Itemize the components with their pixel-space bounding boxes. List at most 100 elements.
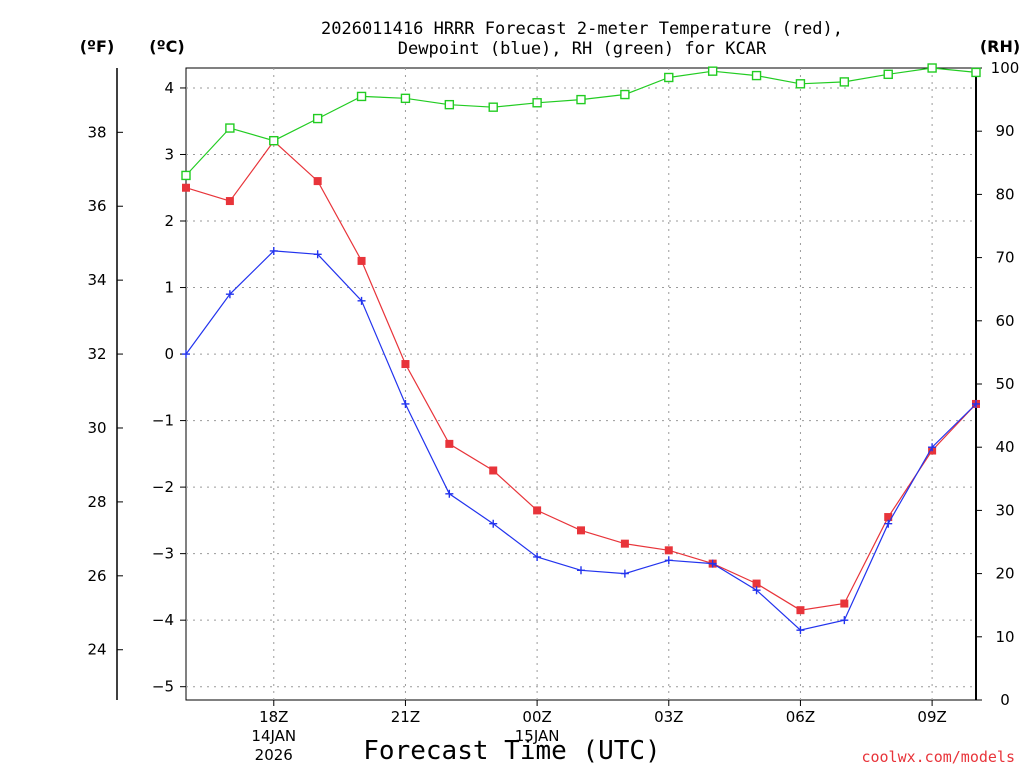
fahrenheit-tick-label: 34	[87, 271, 106, 289]
dewpoint-point	[972, 399, 980, 408]
dewpoint-point	[489, 519, 498, 528]
rh-point	[532, 98, 542, 108]
fahrenheit-tick-label: 32	[87, 345, 106, 363]
dewpoint-point	[445, 489, 454, 498]
rh-point	[312, 113, 323, 124]
rh-point	[839, 77, 850, 87]
dewpoint-point	[752, 586, 761, 595]
rh-tick-label: 0	[1000, 691, 1010, 709]
celsius-tick-label: −4	[152, 611, 174, 629]
plot-frame	[185, 67, 977, 701]
temperature-point	[620, 539, 629, 548]
dewpoint-point	[664, 556, 673, 565]
fahrenheit-tick-label: 26	[87, 567, 106, 585]
temperature-point	[357, 256, 366, 265]
rh-point	[269, 135, 279, 146]
rh-tick-label: 70	[995, 249, 1014, 267]
fahrenheit-tick-label: 28	[87, 493, 106, 511]
dewpoint-point	[840, 616, 849, 625]
x-tick-label: 00Z	[522, 708, 551, 726]
dewpoint-point	[225, 290, 234, 299]
celsius-tick-label: −2	[152, 478, 174, 496]
dewpoint-point	[313, 250, 322, 259]
dewpoint-point	[577, 566, 585, 575]
rh-tick-label: 60	[995, 312, 1014, 330]
temperature-point	[752, 579, 761, 588]
celsius-unit-label: (ºC)	[149, 37, 184, 56]
rh-point	[971, 67, 981, 78]
dewpoint-point	[533, 552, 542, 561]
temperature-point	[533, 506, 542, 515]
dewpoint-point	[620, 569, 629, 578]
dewpoint-point	[796, 626, 805, 635]
rh-point	[225, 123, 235, 133]
fahrenheit-tick-label: 24	[87, 641, 106, 659]
rh-tick-label: 40	[995, 438, 1014, 456]
celsius-tick-label: 2	[164, 212, 174, 230]
rh-tick-label: 50	[995, 375, 1014, 393]
fahrenheit-tick-label: 36	[87, 197, 106, 215]
rh-point	[927, 63, 937, 73]
celsius-tick-label: 3	[164, 145, 174, 163]
axis-ticks: 43210−1−2−3−4−53836343230282624100908070…	[87, 59, 1019, 764]
rh-point	[488, 102, 498, 112]
rh-tick-label: 100	[991, 59, 1020, 77]
fahrenheit-tick-label: 38	[87, 123, 106, 141]
dewpoint-point	[357, 296, 366, 305]
x-tick-label: 21Z	[391, 708, 420, 726]
x-tick-label: 18Z	[259, 708, 288, 726]
x-tick-date-label: 15JAN	[515, 727, 560, 745]
rh-tick-label: 30	[995, 501, 1014, 519]
celsius-tick-label: 1	[164, 279, 174, 297]
dewpoint-point	[401, 399, 410, 408]
x-tick-date-label: 14JAN	[251, 727, 296, 745]
rh-point	[664, 72, 674, 83]
fahrenheit-unit-label: (ºF)	[80, 37, 115, 56]
celsius-tick-label: −1	[152, 412, 174, 430]
temperature-point	[577, 526, 585, 535]
rh-tick-label: 10	[995, 628, 1014, 646]
rh-point	[883, 69, 893, 80]
credit-text: coolwx.com/models	[861, 748, 1015, 766]
celsius-tick-label: 4	[164, 79, 174, 97]
temperature-point	[664, 546, 673, 555]
x-tick-label: 06Z	[786, 708, 815, 726]
rh-point	[795, 79, 806, 89]
data-series	[181, 63, 981, 635]
dewpoint-point	[928, 443, 937, 452]
temperature-point	[445, 439, 454, 448]
rh-point	[444, 99, 455, 110]
x-tick-year-label: 2026	[255, 746, 293, 764]
temperature-point	[225, 197, 234, 206]
temperature-point	[884, 513, 893, 522]
rh-point	[707, 66, 718, 76]
temperature-line	[185, 140, 977, 611]
rh-point	[356, 91, 367, 102]
temperature-point	[796, 606, 805, 615]
x-tick-label: 03Z	[654, 708, 683, 726]
temperature-point	[313, 177, 322, 186]
celsius-tick-label: −3	[152, 545, 174, 563]
rh-point	[751, 70, 762, 81]
x-tick-label: 09Z	[917, 708, 946, 726]
celsius-tick-label: −5	[152, 678, 174, 696]
rh-tick-label: 90	[995, 122, 1014, 140]
celsius-tick-label: 0	[164, 345, 174, 363]
rh-point	[181, 170, 191, 181]
dewpoint-point	[182, 350, 190, 359]
temperature-point	[401, 360, 410, 369]
rh-line	[185, 67, 977, 176]
temperature-point	[182, 183, 190, 192]
chart-title-line1: 2026011416 HRRR Forecast 2-meter Tempera…	[321, 19, 843, 39]
dewpoint-point	[708, 559, 717, 568]
fahrenheit-tick-label: 30	[87, 419, 106, 437]
grid-lines	[186, 68, 976, 700]
rh-point	[620, 89, 630, 100]
rh-tick-label: 80	[995, 185, 1014, 203]
rh-tick-label: 20	[995, 565, 1014, 583]
rh-unit-label: (RH)	[980, 37, 1020, 56]
dewpoint-point	[884, 519, 893, 528]
dewpoint-point	[269, 246, 278, 255]
x-axis-label: Forecast Time (UTC)	[363, 736, 660, 766]
